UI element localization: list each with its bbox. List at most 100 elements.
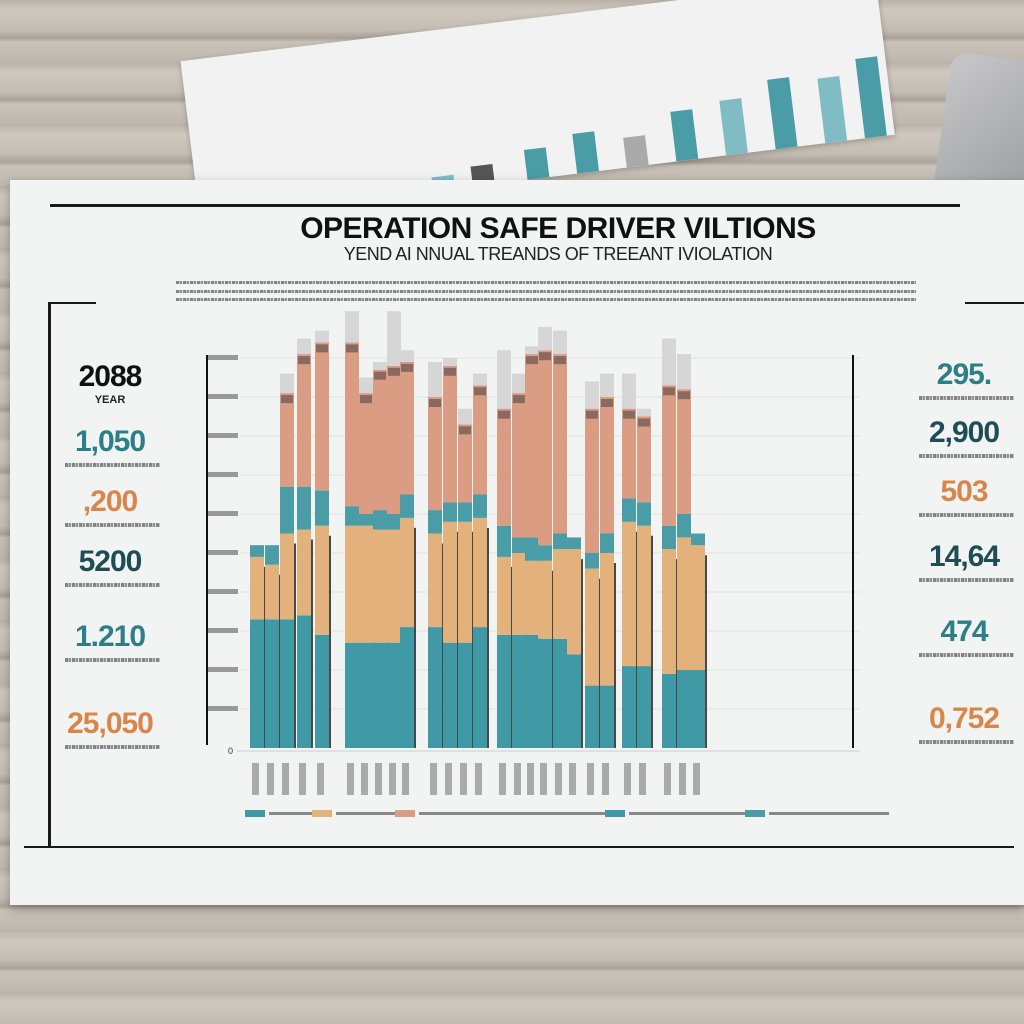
data-label (459, 426, 471, 435)
bar-segment (400, 627, 414, 748)
stat-label-text (919, 578, 1014, 582)
bar-segment (315, 330, 329, 343)
bar-segment (600, 373, 614, 397)
bar-segment (538, 326, 552, 351)
data-label (474, 387, 486, 396)
data-label (554, 356, 566, 365)
bar-segment (265, 564, 279, 620)
stat-label-text (65, 523, 160, 527)
data-label (374, 371, 386, 380)
bar-segment (662, 549, 676, 674)
bar-segment (600, 553, 614, 686)
bar-segment (387, 642, 401, 748)
stat-value: 503 (940, 475, 988, 508)
data-label (444, 367, 456, 376)
legend-swatch (605, 810, 625, 817)
description-text (176, 290, 916, 293)
x-tick-label (639, 763, 646, 795)
bar-segment (553, 533, 567, 550)
x-tick-label (317, 763, 324, 795)
bar-segment (345, 311, 359, 343)
frame-top-right (965, 302, 1024, 304)
bar-segment (497, 525, 511, 557)
bar-segment (473, 494, 487, 518)
y-tick-label: 0 (228, 746, 233, 756)
bar-segment (600, 397, 614, 534)
data-label (298, 356, 310, 365)
data-label (539, 352, 551, 361)
stat-label-text (65, 745, 160, 749)
x-tick-label (402, 763, 409, 795)
bar-segment (585, 553, 599, 569)
y-tick-label (208, 628, 238, 633)
data-label (663, 387, 675, 396)
bar-segment (473, 373, 487, 386)
bar-segment (637, 525, 651, 667)
stat-label-text (919, 653, 1014, 657)
bar-segment (250, 556, 264, 620)
bar-segment (345, 506, 359, 526)
bar-segment (600, 533, 614, 553)
data-label (281, 395, 293, 404)
bar-segment (538, 638, 552, 748)
bar-segment (662, 385, 676, 526)
bar-segment (443, 502, 457, 522)
bar-segment (443, 358, 457, 366)
x-tick-label (693, 763, 700, 795)
bar-segment (553, 549, 567, 639)
bar-segment (525, 560, 539, 635)
x-tick-label (555, 763, 562, 795)
x-tick-label (267, 763, 274, 795)
bar-segment (315, 490, 329, 526)
bar-segment (622, 521, 636, 667)
bar-segment (280, 486, 294, 534)
bar-segment (297, 529, 311, 616)
bar-segment (387, 529, 401, 643)
data-label (401, 363, 413, 372)
page-title: OPERATION SAFE DRIVER VILTIONS (300, 212, 816, 245)
bar-segment (567, 537, 581, 550)
y-tick-label (208, 394, 238, 399)
y-tick-label (208, 589, 238, 594)
y-tick-label (208, 472, 238, 477)
bar-segment (297, 615, 311, 748)
bar-segment (280, 373, 294, 394)
bar-segment (677, 537, 691, 670)
bar-segment (345, 342, 359, 507)
stat-label-text (919, 396, 1014, 400)
frame-left (48, 302, 51, 847)
bar-segment (359, 377, 373, 394)
x-tick-label (664, 763, 671, 795)
y-tick-label (208, 706, 238, 711)
bar-segment (473, 517, 487, 628)
bar-segment (691, 533, 705, 546)
bar-segment (359, 525, 373, 643)
bar-segment (585, 381, 599, 409)
description-text (176, 298, 916, 301)
bar-segment (512, 634, 526, 748)
bar-segment (250, 545, 264, 557)
bar-segment (458, 642, 472, 748)
legend-label (269, 812, 329, 815)
legend-swatch (395, 810, 415, 817)
y-tick-label (208, 355, 238, 360)
data-label (429, 399, 441, 407)
bar-segment (443, 521, 457, 643)
x-tick-label (460, 763, 467, 795)
bar-segment (458, 502, 472, 522)
stat-label-text (65, 583, 160, 587)
bar-segment (637, 416, 651, 503)
bar-segment (373, 642, 387, 748)
bar-segment (585, 568, 599, 686)
bar-segment (443, 365, 457, 503)
data-label (513, 395, 525, 404)
bar-segment (691, 670, 705, 748)
bar-segment (443, 642, 457, 748)
bar-segment (400, 517, 414, 628)
data-label (678, 391, 690, 400)
bar-segment (400, 361, 414, 495)
bar-segment (250, 619, 264, 748)
bar-segment (662, 525, 676, 550)
top-rule (50, 204, 960, 207)
data-label (316, 344, 328, 353)
